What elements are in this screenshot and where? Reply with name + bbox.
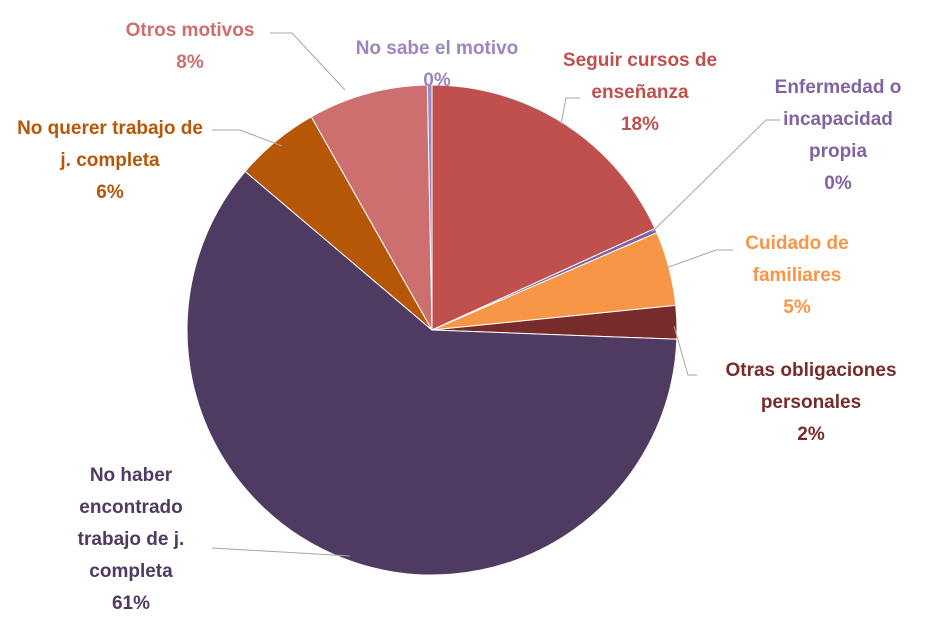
category-label: Enfermedad o incapacidad propia bbox=[774, 77, 902, 162]
category-label: Otras obligaciones personales bbox=[725, 360, 897, 413]
category-label: Otros motivos bbox=[125, 20, 255, 41]
value-label: 0% bbox=[423, 70, 451, 91]
pie-slice bbox=[310, 84, 433, 331]
value-label: 18% bbox=[620, 114, 660, 135]
slice-label: No querer trabajo de j. completa 6% bbox=[15, 113, 205, 209]
leader-line bbox=[212, 129, 283, 147]
value-label: 2% bbox=[797, 424, 825, 445]
pie-slice bbox=[186, 170, 678, 576]
slice-label: Seguir cursos de enseñanza 18% bbox=[558, 45, 723, 141]
pie-slice bbox=[431, 84, 656, 331]
leader-line bbox=[270, 32, 346, 91]
category-label: No sabe el motivo bbox=[355, 38, 519, 59]
category-label: No querer trabajo de j. completa bbox=[17, 118, 203, 171]
slices bbox=[186, 84, 678, 576]
category-label: Cuidado de familiares bbox=[745, 233, 849, 286]
slice-label: Cuidado de familiares 5% bbox=[732, 228, 862, 324]
slice-label: No haber encontrado trabajo de j. comple… bbox=[61, 460, 201, 620]
leader-line bbox=[560, 97, 580, 125]
value-label: 61% bbox=[111, 593, 151, 614]
slice-label: Otros motivos 8% bbox=[105, 15, 275, 79]
value-label: 5% bbox=[783, 297, 811, 318]
value-label: 8% bbox=[176, 52, 204, 73]
leader-line bbox=[665, 249, 733, 269]
leader-lines bbox=[211, 32, 780, 557]
category-label: Seguir cursos de enseñanza bbox=[562, 50, 718, 103]
leader-line bbox=[211, 547, 351, 557]
category-label: No haber encontrado trabajo de j. comple… bbox=[77, 465, 185, 582]
slice-label: No sabe el motivo 0% bbox=[327, 33, 547, 97]
pie-slice bbox=[426, 84, 433, 331]
leader-line bbox=[673, 325, 697, 376]
value-label: 6% bbox=[96, 182, 124, 203]
value-label: 0% bbox=[824, 173, 852, 194]
slice-label: Enfermedad o incapacidad propia 0% bbox=[768, 72, 908, 200]
slice-label: Otras obligaciones personales 2% bbox=[704, 355, 919, 451]
leader-line bbox=[651, 119, 780, 233]
